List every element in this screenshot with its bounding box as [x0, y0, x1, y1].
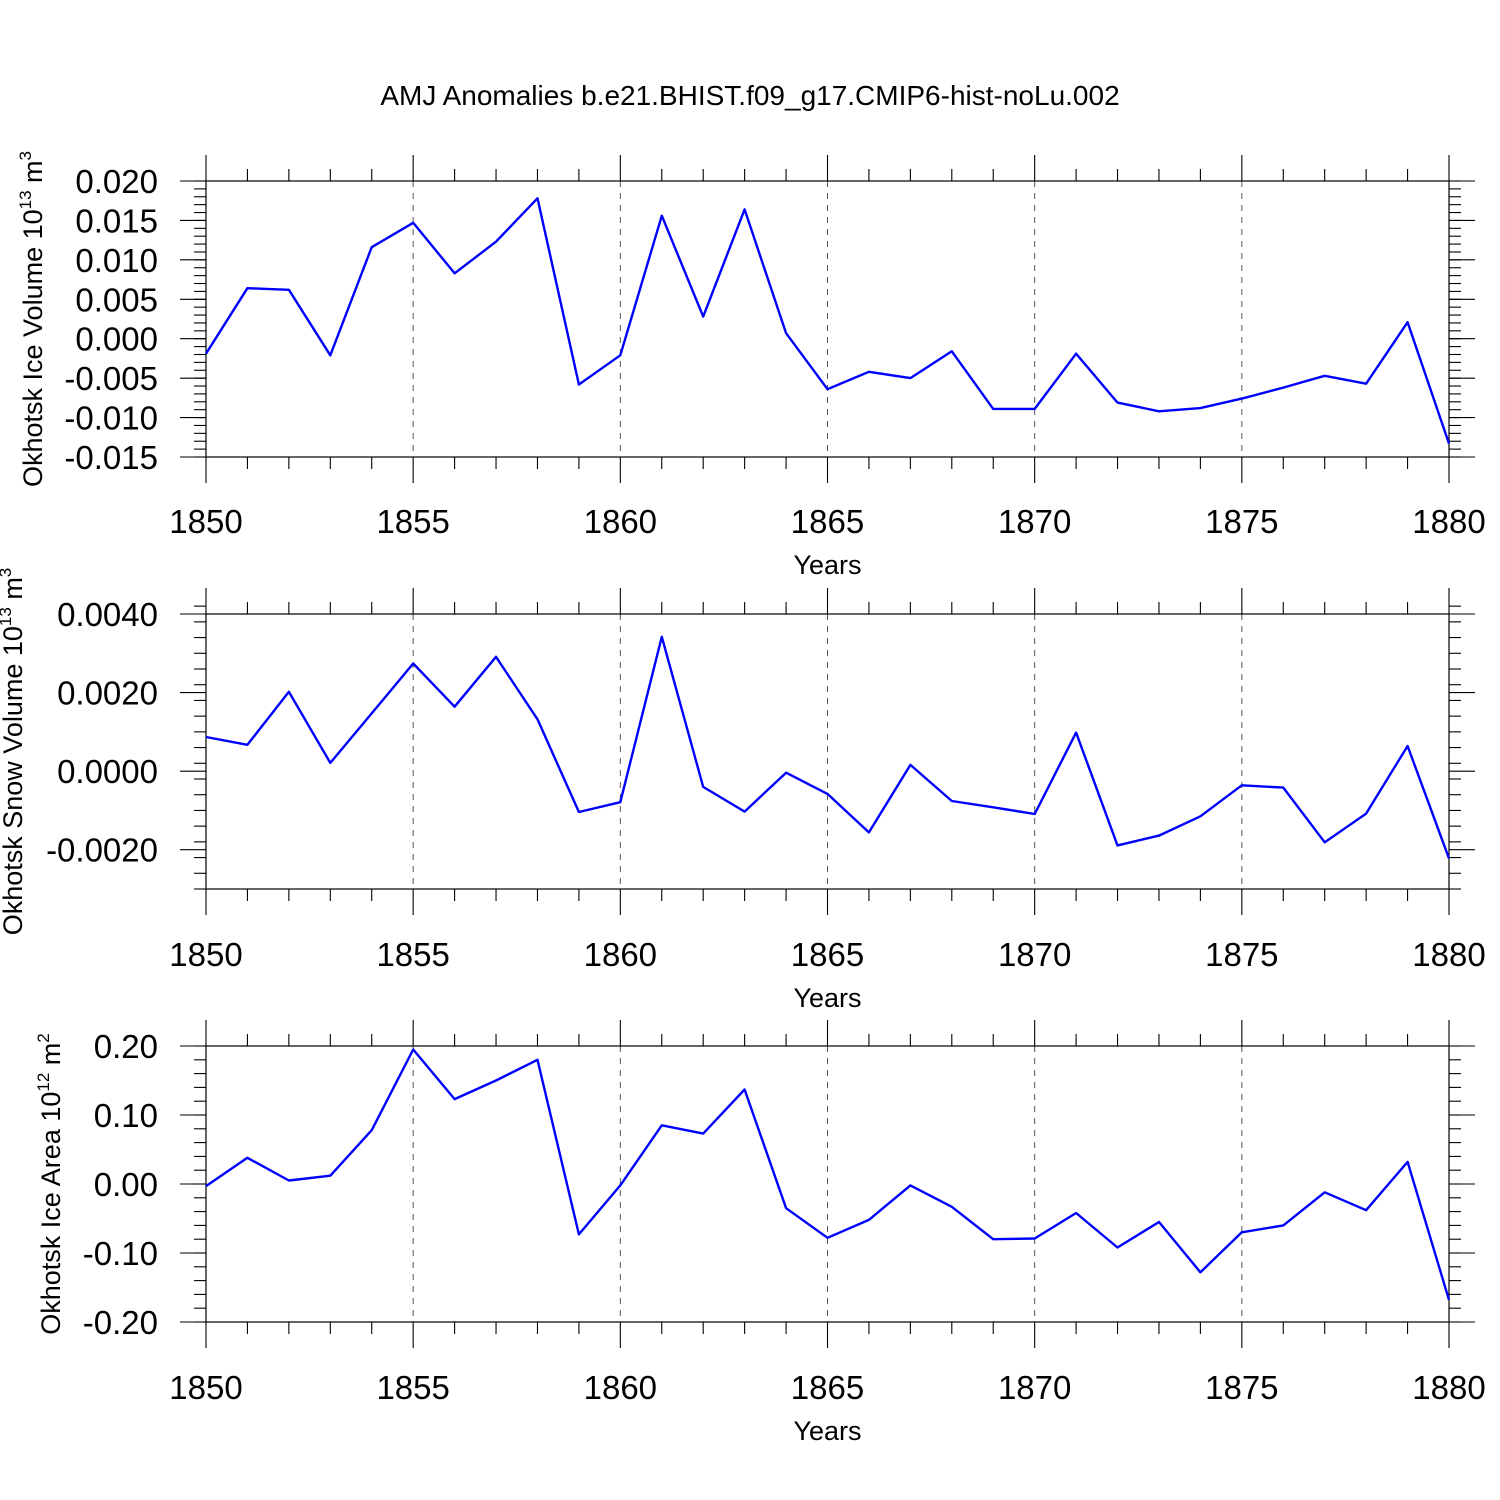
y-tick-label: 0.00: [94, 1166, 158, 1203]
x-axis-title: Years: [793, 1416, 861, 1446]
x-tick-label: 1875: [1205, 1369, 1278, 1406]
x-tick-label: 1880: [1412, 936, 1485, 973]
panel-2: 1850 1855 1860 1865 1870 1875 1880 -0.0020 0.000…: [0, 568, 1486, 1013]
y-axis-title-unit: m: [36, 1043, 66, 1073]
y-axis-title-base: Okhotsk Ice Area 10: [36, 1092, 66, 1335]
x-tick-label: 1850: [169, 1369, 242, 1406]
y-tick-label: 0.0040: [57, 596, 158, 633]
y-axis-title-unit-exponent: 3: [16, 151, 35, 160]
x-axis-title: Years: [793, 983, 861, 1013]
y-axis-title-exponent: 13: [16, 190, 35, 209]
panel-3: 1850 1855 1860 1865 1870 1875 1880 -0.20 -0.10 0.…: [34, 1020, 1486, 1446]
series-line: [205, 635, 1451, 859]
x-tick-label: 1880: [1412, 1369, 1485, 1406]
y-tick-label: -0.010: [64, 400, 158, 437]
y-tick-label: 0.0020: [57, 675, 158, 712]
panel-1: 1850 1855 1860 1865 1870 1875 1880 -0.015-0.010…: [16, 151, 1486, 580]
y-tick-label: 0.015: [75, 202, 158, 239]
y-axis-title-base: Okhotsk Snow Volume 10: [0, 626, 28, 935]
x-tick-label: 1850: [169, 936, 242, 973]
y-tick-label: 0.10: [94, 1097, 158, 1134]
figure-title: AMJ Anomalies b.e21.BHIST.f09_g17.CMIP6-…: [380, 80, 1119, 111]
x-tick-label: 1870: [998, 1369, 1071, 1406]
x-tick-label: 1870: [998, 503, 1071, 540]
x-tick-label: 1875: [1205, 503, 1278, 540]
x-tick-label: 1865: [791, 1369, 864, 1406]
y-tick-label: 0.000: [75, 321, 158, 358]
x-tick-label: 1860: [584, 503, 657, 540]
y-axis-title-exponent: 12: [34, 1073, 53, 1092]
y-axis-title-unit-exponent: 3: [0, 568, 15, 577]
y-axis-title-unit: m: [18, 160, 48, 190]
y-tick-label: -0.10: [83, 1235, 158, 1272]
x-tick-label: 1855: [376, 503, 449, 540]
y-tick-label: 0.005: [75, 281, 158, 318]
x-tick-label: 1855: [376, 936, 449, 973]
y-axis-title: Okhotsk Snow Volume 1013 m3: [0, 568, 28, 936]
y-tick-label: -0.0020: [46, 832, 158, 869]
series-line: [204, 197, 1451, 444]
x-tick-label: 1860: [584, 1369, 657, 1406]
x-tick-label: 1870: [998, 936, 1071, 973]
y-axis-title-unit-exponent: 2: [34, 1033, 53, 1042]
y-tick-label: -0.015: [64, 439, 158, 476]
y-tick-label: -0.005: [64, 360, 158, 397]
y-tick-label: -0.20: [83, 1304, 158, 1341]
x-tick-label: 1855: [376, 1369, 449, 1406]
y-axis-title: Okhotsk Ice Volume 1013 m3: [16, 151, 48, 487]
y-tick-label: 0.020: [75, 163, 158, 200]
y-axis-title: Okhotsk Ice Area 1012 m2: [34, 1033, 66, 1335]
x-tick-label: 1880: [1412, 503, 1485, 540]
x-axis-title: Years: [793, 550, 861, 580]
y-tick-label: 0.0000: [57, 753, 158, 790]
x-tick-label: 1865: [791, 503, 864, 540]
x-tick-label: 1865: [791, 936, 864, 973]
y-axis-title-exponent: 13: [0, 607, 15, 626]
panels: 1850 1855 1860 1865 1870 1875 1880 -0.015-0.010…: [0, 151, 1486, 1446]
x-tick-label: 1860: [584, 936, 657, 973]
series-line: [205, 1048, 1451, 1301]
x-tick-label: 1850: [169, 503, 242, 540]
y-axis-title-unit: m: [0, 577, 28, 607]
y-axis-title-base: Okhotsk Ice Volume 10: [18, 209, 48, 487]
x-tick-label: 1875: [1205, 936, 1278, 973]
y-tick-label: 0.20: [94, 1028, 158, 1065]
y-tick-label: 0.010: [75, 242, 158, 279]
